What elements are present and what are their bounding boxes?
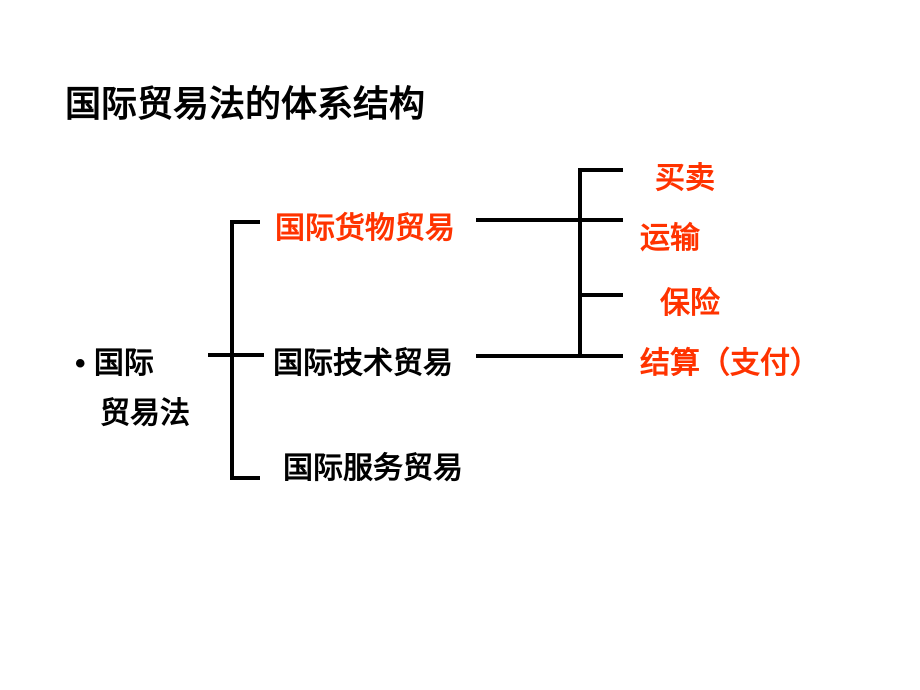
bracket1-bottom (230, 476, 260, 480)
leaf-node-insurance: 保险 (660, 278, 720, 322)
bracket2-h3-left (476, 354, 578, 358)
mid-node-service: 国际服务贸易 (283, 443, 463, 487)
bracket2-h2 (578, 293, 623, 297)
leaf-node-settlement: 结算（支付） (640, 338, 820, 382)
slide-title: 国际贸易法的体系结构 (65, 75, 425, 127)
root-node-line2: 贸易法 (100, 388, 190, 432)
leaf-node-transport: 运输 (640, 213, 700, 257)
leaf-node-buy: 买卖 (655, 153, 715, 197)
bracket2-bottom (578, 354, 623, 358)
bracket2-h1-right (578, 218, 623, 222)
bracket2-vertical (578, 168, 582, 358)
bracket2-top (578, 168, 623, 172)
mid-node-tech: 国际技术贸易 (273, 338, 453, 382)
bracket1-middle-left (208, 353, 230, 357)
bracket2-h1-left (476, 218, 578, 222)
bracket1-top (230, 220, 260, 224)
mid-node-goods: 国际货物贸易 (275, 203, 455, 247)
bracket1-middle-right (230, 353, 264, 357)
bracket1-vertical (230, 220, 234, 480)
root-node-line1: • 国际 (75, 338, 154, 382)
